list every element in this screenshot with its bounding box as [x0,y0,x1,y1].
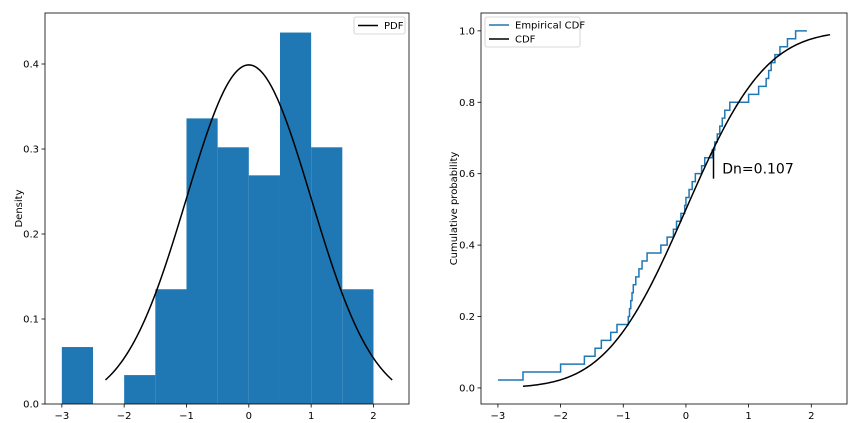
pdf-curve [104,64,393,381]
cdf-x-tick-label: 1 [745,411,751,422]
histogram-y-tick-label: 0.1 [23,315,39,326]
histogram-y-tick-label: 0.4 [23,60,39,71]
cdf-y-ticks: 0.0 0.2 0.4 0.6 0.8 1.0 [459,26,481,394]
cdf-y-tick-label: 0.8 [459,98,475,109]
cdf-x-tick-label: −2 [553,411,568,422]
cdf-x-tick-label: 2 [808,411,814,422]
cdf-x-ticks: −3 −2 −1 0 1 2 [491,404,814,422]
cdf-x-tick-label: −3 [491,411,506,422]
histogram-bars [61,32,374,405]
histogram-x-tick-label: −2 [117,411,132,422]
histogram-y-axis-label: Density [14,189,25,227]
cdf-y-tick-label: 0.0 [459,383,475,394]
histogram-x-tick-label: 0 [246,411,252,422]
cdf-axes-frame [480,12,848,405]
histogram-y-tick-label: 0.2 [23,230,39,241]
histogram-x-tick-label: −1 [179,411,194,422]
cdf-y-axis-label: Cumulative probability [449,152,460,266]
cdf-legend: Empirical CDF CDF [484,16,585,48]
ks-statistic-annotation: Dn=0.107 [722,162,793,178]
histogram-bar [61,347,93,404]
histogram-bar [155,289,187,404]
empirical-cdf-legend-label: Empirical CDF [515,21,585,32]
histogram-bar [311,147,343,405]
histogram-legend-box [353,16,406,35]
cdf-curve [522,33,831,388]
cdf-x-tick-label: 0 [683,411,689,422]
histogram-chart: −3 −2 −1 0 1 2 0.0 0.1 0.2 0.3 0.4 Density PDF [14,12,410,422]
histogram-y-tick-label: 0.3 [23,145,39,156]
cdf-y-tick-label: 1.0 [459,26,475,37]
cdf-x-tick-label: −1 [616,411,631,422]
cdf-y-tick-label: 0.2 [459,312,475,323]
histogram-bar [124,375,156,404]
histogram-x-tick-label: 1 [308,411,314,422]
cdf-chart: Dn=0.107 −3 −2 −1 0 1 2 0.0 0.2 0.4 0.6 0.8 1.0 Cu… [449,12,848,422]
histogram-bar [248,175,280,404]
histogram-y-ticks: 0.0 0.1 0.2 0.3 0.4 [23,60,45,411]
cdf-legend-label: CDF [515,35,536,46]
histogram-x-tick-label: 2 [370,411,376,422]
empirical-cdf-step-line [497,30,807,381]
pdf-legend-label: PDF [384,21,404,32]
cdf-y-tick-label: 0.6 [459,169,475,180]
cdf-y-tick-label: 0.4 [459,241,475,252]
histogram-bar [279,32,312,405]
histogram-bar [186,118,218,405]
histogram-x-tick-label: −3 [54,411,69,422]
histogram-legend: PDF [353,16,406,35]
histogram-bar [217,147,249,405]
histogram-y-tick-label: 0.0 [23,400,39,411]
histogram-x-ticks: −3 −2 −1 0 1 2 [54,404,377,422]
histogram-axes-frame [44,12,410,405]
